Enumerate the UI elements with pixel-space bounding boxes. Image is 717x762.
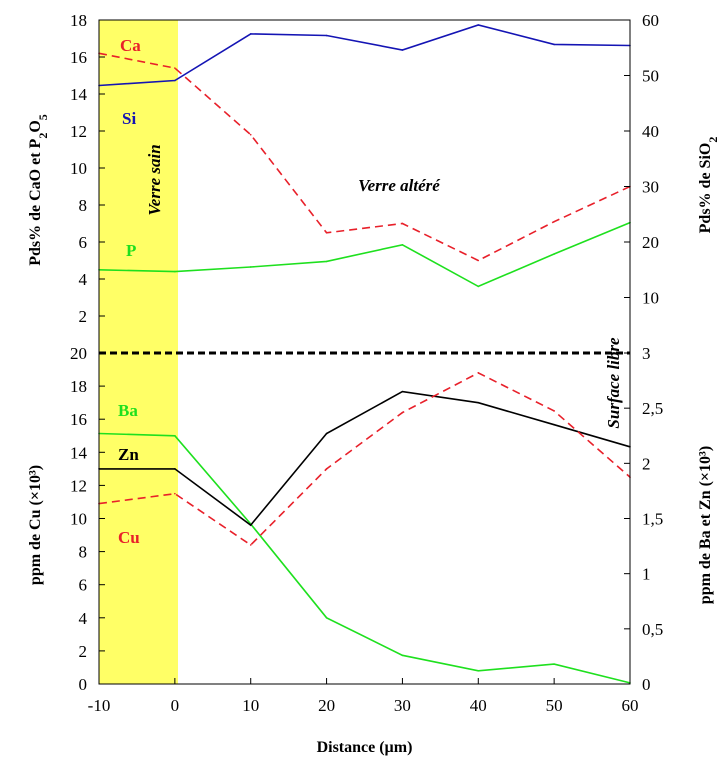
data-point-p: [553, 253, 555, 255]
y-tick-label-left-top: 10: [70, 159, 87, 178]
series-label-ba: Ba: [118, 401, 138, 420]
data-point-si: [401, 49, 404, 51]
data-point-zn: [401, 390, 404, 393]
x-tick-label: 0: [171, 696, 180, 715]
data-point-p: [249, 266, 252, 268]
data-point-cu: [325, 468, 328, 470]
x-tick-label: 20: [318, 696, 335, 715]
y-tick-label-right-top: 40: [642, 122, 659, 141]
data-point-ca: [174, 67, 176, 69]
data-point-zn: [477, 401, 480, 404]
y-tick-label-left-bottom: 18: [70, 377, 87, 396]
y-tick-label-left-bottom: 14: [70, 443, 88, 462]
data-point-ba: [174, 434, 176, 437]
data-point-zn: [249, 524, 252, 526]
data-point-p: [174, 270, 176, 273]
x-tick-label: 30: [394, 696, 411, 715]
y-tick-label-left-top: 8: [79, 196, 88, 215]
y-tick-label-left-top: 4: [79, 270, 88, 289]
series-line-si: [98, 24, 631, 87]
series-line-zn: [99, 390, 631, 527]
y-tick-label-left-top: 12: [70, 122, 87, 141]
y-axis-title-left-bottom: ppm de Cu (×10³): [27, 465, 44, 585]
y-tick-label-right-bottom: 1: [642, 565, 651, 584]
data-point-zn: [325, 432, 328, 435]
y-tick-label-left-bottom: 4: [79, 609, 88, 628]
data-point-ba: [477, 669, 480, 672]
annotation-verre-altere: Verre altéré: [358, 176, 441, 195]
data-point-p: [477, 285, 480, 288]
y-tick-label-left-bottom: 0: [79, 675, 88, 694]
series-line-p: [98, 221, 631, 288]
y-tick-label-left-bottom: 8: [79, 543, 88, 562]
y-tick-label-left-bottom: 20: [70, 344, 87, 363]
y-tick-label-right-top: 60: [642, 11, 659, 30]
data-point-zn: [553, 423, 555, 426]
data-point-cu: [174, 492, 176, 495]
x-tick-label: 10: [242, 696, 259, 715]
data-point-si: [477, 24, 480, 26]
data-point-cu: [249, 544, 252, 546]
series-line-ba: [98, 432, 631, 684]
data-point-p: [325, 260, 328, 263]
annotation-verre-sain: Verre sain: [145, 144, 164, 215]
data-point-cu: [477, 372, 480, 374]
y-tick-label-right-top: 10: [642, 289, 659, 308]
y-tick-label-right-top: 50: [642, 67, 659, 86]
series-label-si: Si: [122, 109, 136, 128]
y-axis-title-left-top: Pds% de CaO et P2O5: [27, 114, 50, 266]
y-tick-label-left-bottom: 12: [70, 476, 87, 495]
y-tick-label-left-top: 18: [70, 11, 87, 30]
data-point-cu: [553, 410, 555, 412]
data-point-si: [553, 43, 555, 46]
data-point-cu: [401, 411, 404, 414]
series-label-zn: Zn: [118, 445, 139, 464]
data-point-ca: [553, 220, 555, 223]
y-tick-label-left-top: 2: [79, 307, 88, 326]
data-point-ba: [553, 663, 555, 665]
y-tick-label-left-top: 14: [70, 85, 88, 104]
data-point-ca: [325, 231, 328, 234]
data-point-ba: [325, 617, 328, 619]
y-tick-label-right-bottom: 3: [642, 344, 651, 363]
x-tick-label: 40: [470, 696, 487, 715]
data-point-ca: [401, 222, 404, 225]
y-tick-label-left-bottom: 10: [70, 510, 87, 529]
series-label-p: P: [126, 241, 136, 260]
y-tick-label-left-bottom: 16: [70, 410, 87, 429]
data-point-p: [401, 243, 404, 246]
data-point-si: [325, 34, 328, 37]
y-axis-title-right-top: Pds% de SiO2: [697, 137, 717, 234]
y-tick-label-left-bottom: 2: [79, 642, 88, 661]
y-tick-label-right-bottom: 0,5: [642, 620, 663, 639]
data-point-si: [249, 33, 252, 35]
x-tick-label: 60: [622, 696, 639, 715]
data-point-ca: [477, 259, 480, 262]
x-tick-label: -10: [88, 696, 111, 715]
data-point-zn: [174, 468, 176, 470]
series-line-ca: [98, 52, 631, 262]
data-point-si: [174, 79, 176, 82]
x-axis-title: Distance (µm): [317, 739, 413, 756]
annotation-surface-libre: Surface libre: [604, 337, 623, 429]
data-point-ca: [249, 133, 252, 136]
y-tick-label-right-top: 30: [642, 178, 659, 197]
y-tick-label-left-bottom: 6: [79, 576, 88, 595]
series-label-cu: Cu: [118, 528, 140, 547]
y-tick-label-right-bottom: 2,5: [642, 399, 663, 418]
series-line-cu: [98, 372, 631, 547]
y-tick-label-right-bottom: 2: [642, 454, 651, 473]
data-point-ba: [401, 654, 404, 657]
y-tick-label-right-bottom: 1,5: [642, 510, 663, 529]
y-tick-label-right-bottom: 0: [642, 675, 651, 694]
y-tick-label-left-top: 6: [79, 233, 88, 252]
x-tick-label: 50: [546, 696, 563, 715]
y-axis-title-right-bottom: ppm de Ba et Zn (×10³): [697, 446, 714, 604]
series-label-ca: Ca: [120, 36, 141, 55]
y-tick-label-right-top: 20: [642, 233, 659, 252]
y-tick-label-left-top: 16: [70, 48, 87, 67]
